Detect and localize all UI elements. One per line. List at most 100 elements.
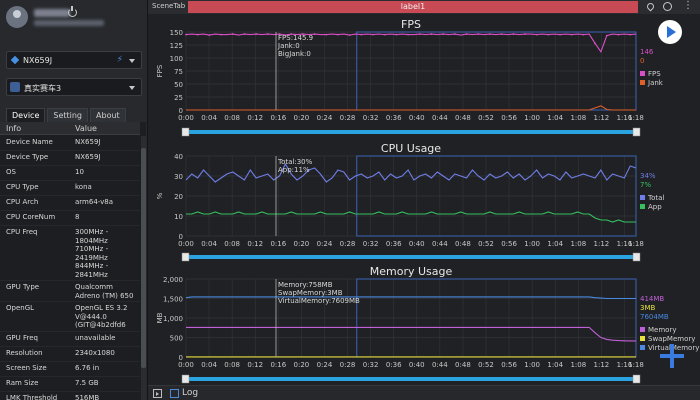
app-icon [10, 82, 20, 92]
data-point [570, 33, 573, 36]
device-select-value: NX659J [23, 56, 53, 65]
info-key: CPU Freq [6, 228, 38, 236]
table-row[interactable]: OpenGL OpenGL ES 3.2 V@444.0 (GIT@4b2dfd6 [0, 302, 140, 332]
table-row[interactable]: GPU Type Qualcomm Adreno (TM) 650 [0, 281, 140, 302]
table-row[interactable]: Resolution 2340x1080 [0, 347, 140, 362]
timeline-handle-right[interactable] [632, 374, 641, 384]
legend-swatch [640, 327, 645, 332]
more-menu-icon[interactable] [681, 0, 693, 11]
cursor-readout: BigJank:0 [278, 50, 311, 58]
tick-label-x: 0:52 [478, 114, 494, 122]
timeline-scrollbar[interactable] [181, 374, 641, 384]
timeline-handle-right[interactable] [632, 127, 641, 137]
table-scrollbar[interactable] [141, 136, 146, 400]
tick-label-x: 0:12 [247, 240, 263, 248]
tick-label-x: 0:56 [501, 114, 517, 122]
tick-label-x: 0:04 [201, 240, 217, 248]
expand-log-button[interactable] [153, 389, 162, 398]
data-point [208, 34, 211, 37]
timeline-handle-right[interactable] [632, 252, 641, 262]
table-row[interactable]: CPU CoreNum 8 [0, 211, 140, 226]
tick-label-x: 0:16 [270, 240, 286, 248]
tick-label-x: 1:04 [547, 114, 563, 122]
column-header-value[interactable]: Value [75, 124, 97, 133]
tab-about[interactable]: About [90, 108, 126, 122]
connection-icon[interactable]: ⚡ [116, 55, 123, 65]
logout-icon[interactable] [68, 6, 77, 17]
tick-label-y: 125 [170, 42, 183, 50]
table-header: Info Value [0, 122, 140, 135]
legend-swatch [640, 80, 645, 85]
app-select[interactable]: 真实赛车3 [6, 78, 142, 96]
data-point [407, 33, 409, 36]
data-point [301, 33, 304, 35]
data-point [547, 33, 550, 36]
column-header-info[interactable]: Info [6, 124, 22, 133]
tick-label-x: 1:00 [524, 114, 540, 122]
table-row[interactable]: Device Name NX659J [0, 136, 140, 151]
table-row[interactable]: CPU Arch arm64-v8a [0, 196, 140, 211]
location-icon[interactable] [645, 1, 656, 12]
data-point [266, 33, 269, 35]
data-point [196, 33, 199, 36]
info-key: Screen Size [6, 363, 47, 372]
user-profile[interactable] [6, 6, 142, 28]
timeline-handle-left[interactable] [181, 127, 190, 137]
globe-icon[interactable] [663, 2, 672, 11]
info-value: 300MHz - 1804MHz 710MHz - 2419MHz 844MHz… [75, 228, 109, 279]
tick-label-x: 1:12 [594, 361, 610, 369]
table-row[interactable]: CPU Freq 300MHz - 1804MHz 710MHz - 2419MH… [0, 226, 140, 281]
scrollbar-thumb[interactable] [141, 148, 146, 368]
table-row[interactable]: Ram Size 7.5 GB [0, 377, 140, 392]
timeline-handle-left[interactable] [181, 374, 190, 384]
tab-device[interactable]: Device [6, 108, 46, 122]
table-row[interactable]: CPU Type kona [0, 181, 140, 196]
tick-label-x: 1:04 [547, 240, 563, 248]
tick-label-x: 0:52 [478, 361, 494, 369]
info-key: OpenGL [6, 304, 35, 312]
info-value: NX659J [75, 153, 101, 161]
info-value: 10 [75, 168, 84, 176]
data-point [442, 33, 445, 35]
series-line [186, 326, 636, 342]
cursor-readout: Jank:0 [277, 42, 300, 50]
user-id-redacted [34, 20, 104, 26]
data-point [395, 33, 398, 36]
timeline-scrollbar[interactable] [181, 252, 641, 262]
tick-label-x: 0:20 [294, 361, 310, 369]
log-checkbox[interactable] [170, 389, 179, 398]
scene-tab-label[interactable]: SceneTab [152, 2, 186, 10]
data-point [605, 34, 608, 37]
table-row[interactable]: LMK Threshold 516MB [0, 392, 140, 400]
label-tab[interactable]: label1 [188, 1, 638, 13]
table-row[interactable]: Screen Size 6.76 in [0, 362, 140, 377]
tick-label-x-end: 1:18 [628, 361, 644, 369]
table-row[interactable]: Device Type NX659J [0, 151, 140, 166]
tick-label-y: 40 [174, 153, 183, 161]
series-line [186, 211, 636, 223]
tab-setting[interactable]: Setting [47, 108, 89, 122]
data-point [360, 33, 363, 36]
device-select[interactable]: NX659J ⚡ [6, 51, 142, 69]
timeline-scrollbar[interactable] [181, 127, 641, 137]
tick-label-x: 0:16 [270, 114, 286, 122]
play-button[interactable] [658, 20, 682, 44]
data-point [524, 33, 526, 35]
current-value: 7604MB [640, 313, 669, 321]
cursor-readout: FPS:145.9 [278, 34, 313, 42]
table-row[interactable]: OS 10 [0, 166, 140, 181]
add-button[interactable] [660, 344, 684, 368]
info-key: LMK Threshold [6, 393, 58, 400]
tick-label-y: 25 [174, 94, 183, 102]
avatar[interactable] [6, 6, 28, 28]
device-info-table: Info Value Device Name NX659J Device Type N… [0, 122, 146, 400]
series-line [185, 162, 637, 183]
chart-cpu-usage: CPU Usage% 0 10 20 30 40 0:00 0:04 0:08 0:12 0:16 0… [156, 142, 664, 262]
data-point [629, 33, 632, 36]
info-value: NX659J [75, 138, 101, 146]
data-point [220, 33, 222, 36]
tick-label-x: 0:28 [340, 114, 356, 122]
timeline-handle-left[interactable] [181, 252, 190, 262]
table-row[interactable]: GPU Freq unavailable [0, 332, 140, 347]
tick-label-x: 0:00 [178, 114, 194, 122]
